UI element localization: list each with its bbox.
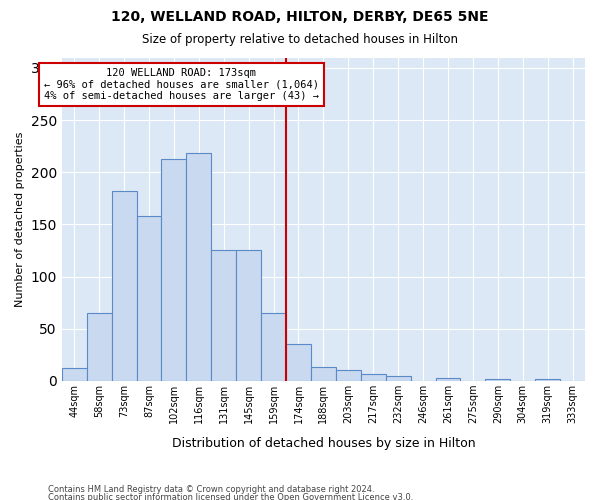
Bar xyxy=(112,191,137,381)
Y-axis label: Number of detached properties: Number of detached properties xyxy=(15,132,25,307)
Bar xyxy=(87,313,112,381)
Text: Contains HM Land Registry data © Crown copyright and database right 2024.: Contains HM Land Registry data © Crown c… xyxy=(48,485,374,494)
Text: 120, WELLAND ROAD, HILTON, DERBY, DE65 5NE: 120, WELLAND ROAD, HILTON, DERBY, DE65 5… xyxy=(111,10,489,24)
Bar xyxy=(386,376,410,381)
Text: 120 WELLAND ROAD: 173sqm
← 96% of detached houses are smaller (1,064)
4% of semi: 120 WELLAND ROAD: 173sqm ← 96% of detach… xyxy=(44,68,319,101)
X-axis label: Distribution of detached houses by size in Hilton: Distribution of detached houses by size … xyxy=(172,437,475,450)
Bar xyxy=(336,370,361,381)
Bar xyxy=(485,378,510,381)
Bar xyxy=(361,374,386,381)
Bar xyxy=(62,368,87,381)
Bar xyxy=(161,158,187,381)
Text: Contains public sector information licensed under the Open Government Licence v3: Contains public sector information licen… xyxy=(48,494,413,500)
Bar xyxy=(211,250,236,381)
Bar xyxy=(436,378,460,381)
Bar xyxy=(137,216,161,381)
Bar xyxy=(236,250,261,381)
Bar xyxy=(286,344,311,381)
Bar xyxy=(187,154,211,381)
Bar xyxy=(261,313,286,381)
Bar xyxy=(311,368,336,381)
Bar xyxy=(535,378,560,381)
Text: Size of property relative to detached houses in Hilton: Size of property relative to detached ho… xyxy=(142,32,458,46)
